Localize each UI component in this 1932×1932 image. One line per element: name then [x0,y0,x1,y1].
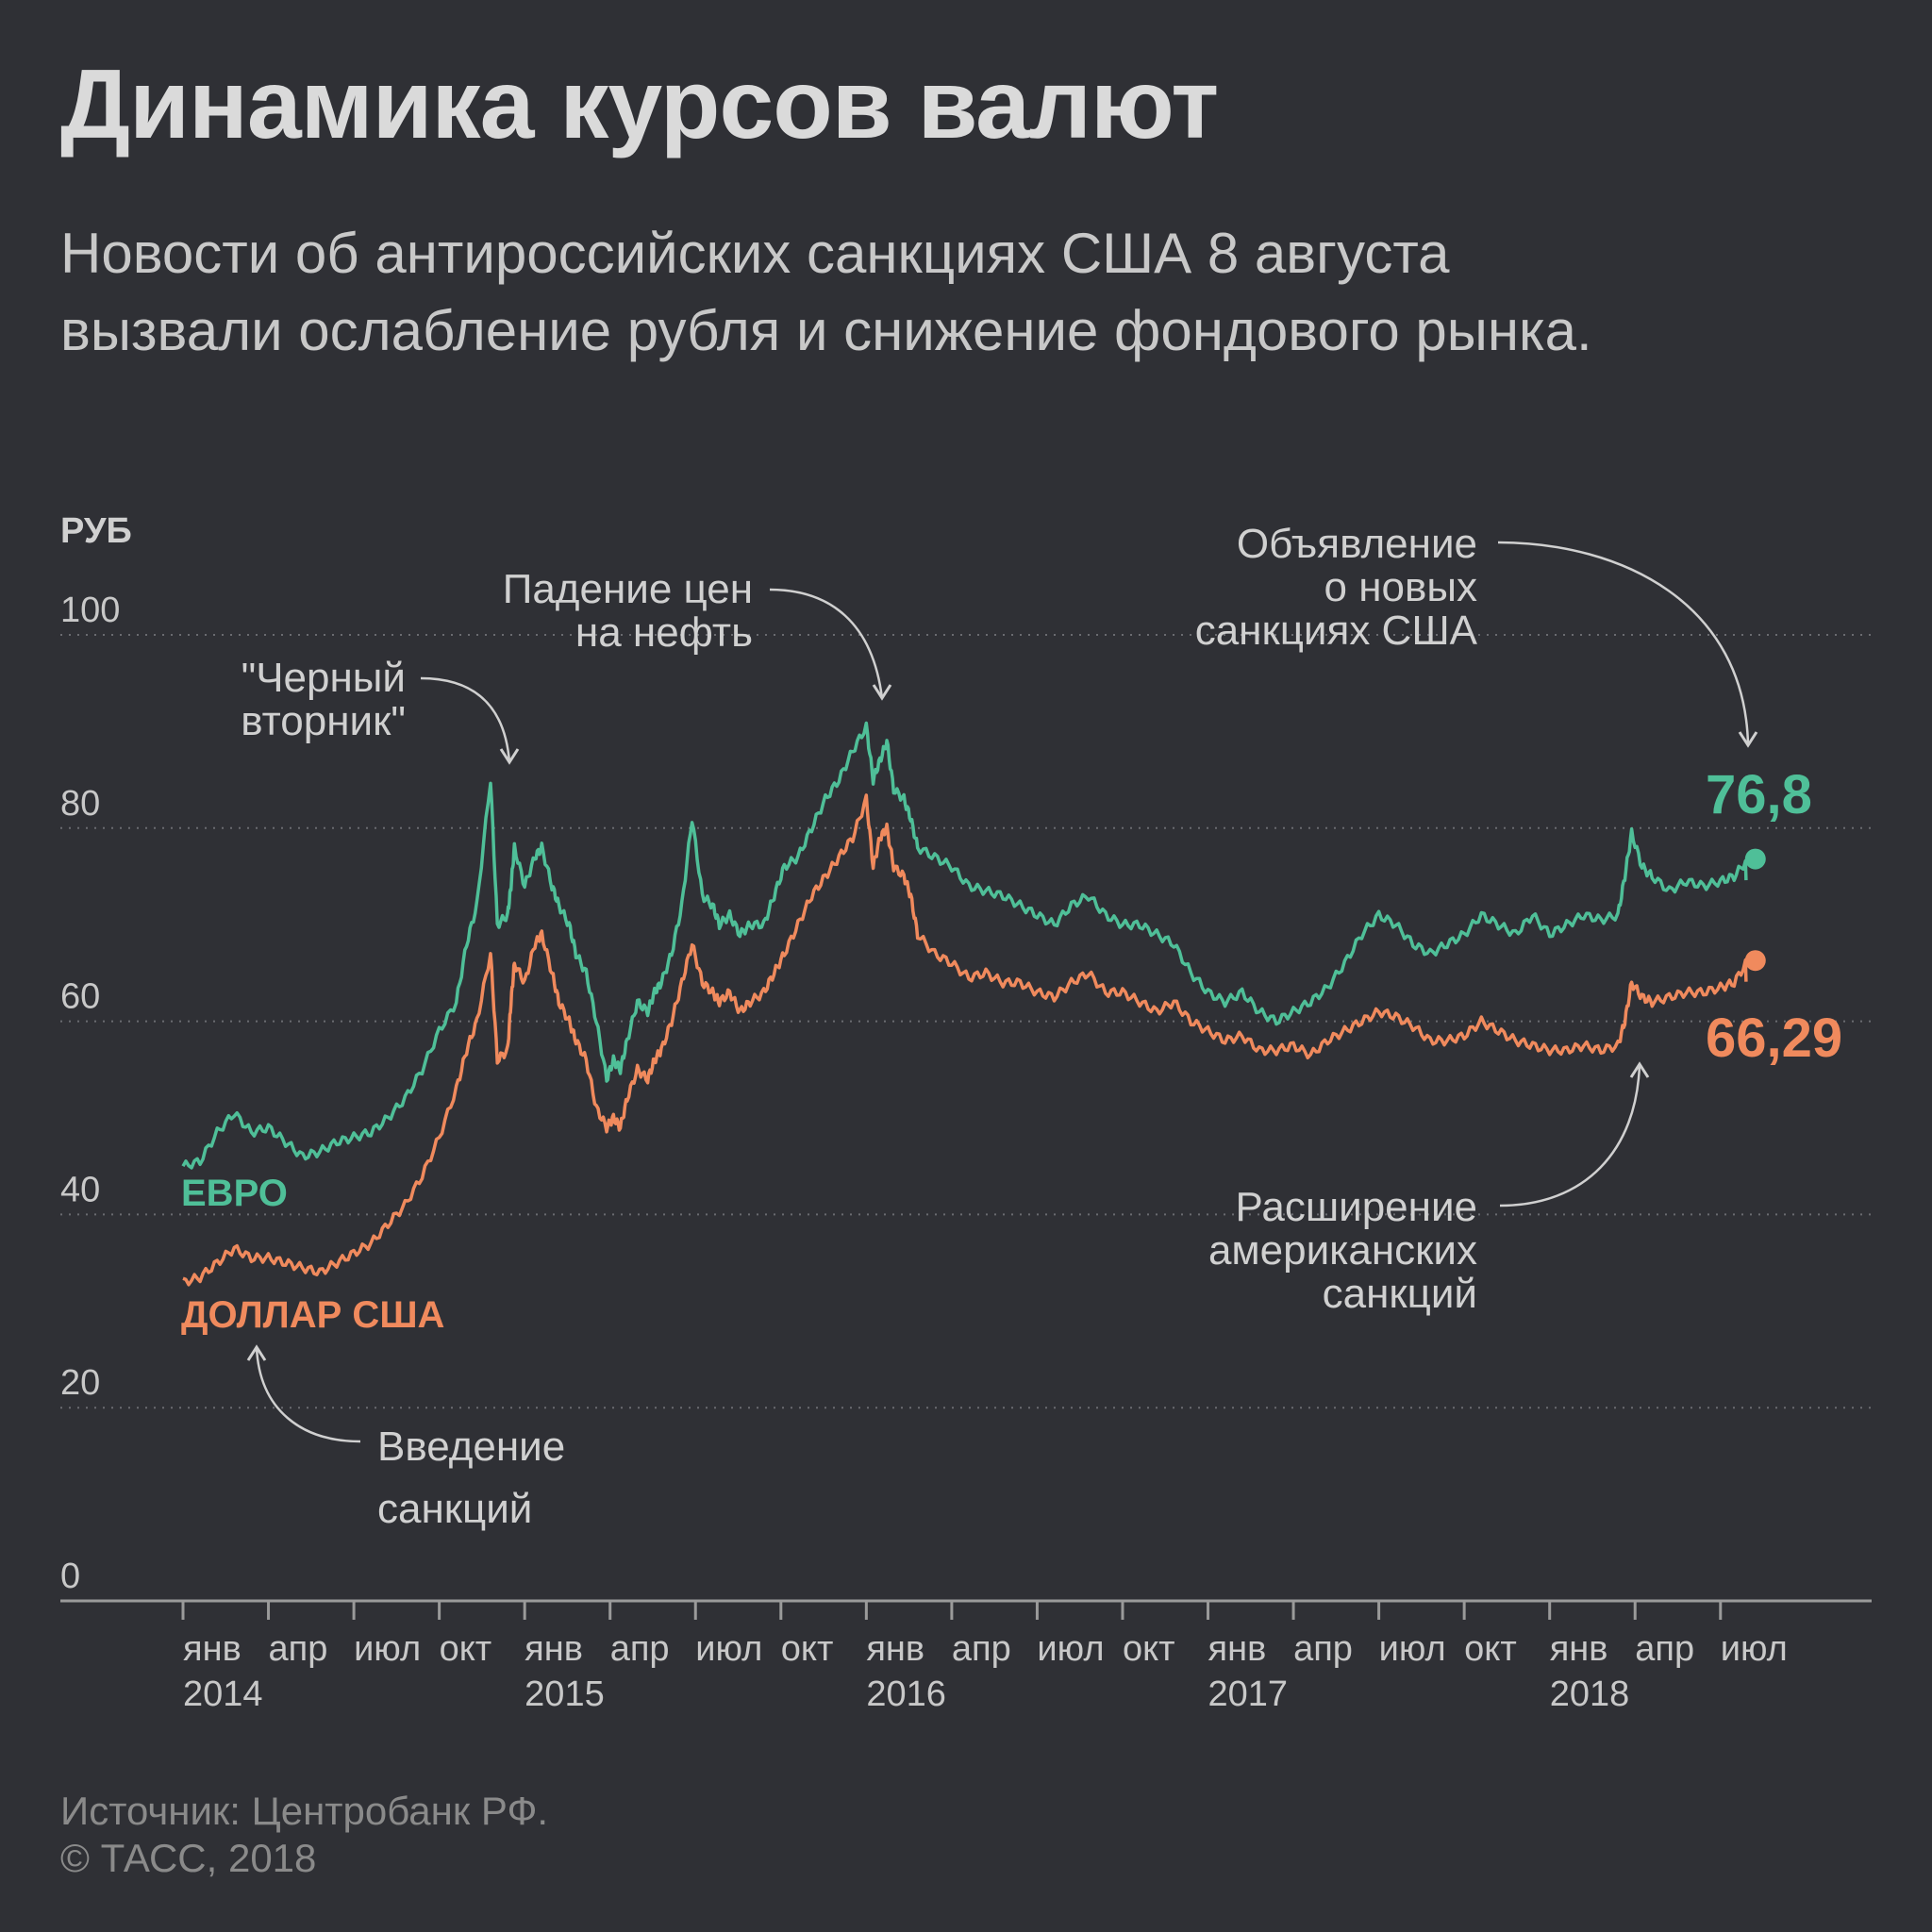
value-labels: 76,8 66,29 [1706,764,1842,1069]
annotation-oil-price-drop-line-0: Падение цен [503,566,753,612]
euro-last-value-label: 76,8 [1706,764,1812,825]
annotation-sanctions-intro: Введение санкций [246,1344,565,1532]
x-tick-label-13: апр [1293,1629,1353,1669]
x-tick-label-7: окт [781,1629,834,1669]
x-tick-label-14: июл [1379,1629,1446,1669]
x-axis: янв апр июл окт янв апр июл окт янв апр июл окт янв а… [60,1599,1872,1714]
x-tick-label-6: июл [695,1629,762,1669]
annotation-sanctions-intro-line-0: Введение [377,1424,565,1470]
x-tick-label-11: окт [1123,1629,1175,1669]
x-tick-label-12: янв [1208,1629,1267,1669]
annotation-sanctions-intro-arrowhead [246,1344,267,1361]
annotation-new-sanctions-arrow [1497,541,1750,746]
x-tick-label-4: янв [525,1629,583,1669]
x-tick-label-10: июл [1037,1629,1104,1669]
annotation-new-sanctions-line-2: санкциях США [1195,608,1478,654]
x-tick-label-1: апр [269,1629,328,1669]
y-tick-label-80: 80 [60,784,100,824]
source-note: Источник: Центробанк РФ. © ТАСС, 2018 [60,1788,548,1882]
y-tick-label-40: 40 [60,1170,100,1209]
annotation-sanctions-expansion-arrowhead [1629,1061,1650,1078]
y-tick-label-60: 60 [60,977,100,1017]
annotation-sanctions-expansion-line-2: санкций [1323,1271,1477,1317]
x-tick-label-3: окт [440,1629,492,1669]
annotation-black-tuesday-arrowhead [499,748,520,765]
annotation-sanctions-expansion-line-0: Расширение [1235,1184,1477,1230]
copyright-line: © ТАСС, 2018 [60,1836,317,1880]
y-tick-label-0: 0 [60,1557,80,1596]
chart-title: Динамика курсов валют [60,50,1219,159]
x-tick-label-16: янв [1550,1629,1608,1669]
annotation-sanctions-intro-arrow [255,1346,361,1443]
source-line: Источник: Центробанк РФ. [60,1789,549,1833]
x-tick-label-5: апр [610,1629,670,1669]
x-tick-label-15: окт [1464,1629,1517,1669]
year-label-2014: 2014 [183,1674,263,1714]
year-label-2018: 2018 [1550,1674,1630,1714]
series-line-usd [182,793,1748,1287]
series-end-point-euro [1744,848,1766,870]
series-line-euro [181,721,1748,1170]
x-tick-label-8: янв [866,1629,924,1669]
x-tick-label-2: июл [354,1629,421,1669]
y-tick-label-20: 20 [60,1363,100,1403]
annotation-new-sanctions-line-0: Объявление [1237,521,1477,567]
annotation-oil-price-drop-arrowhead [872,684,892,701]
annotation-oil-price-drop-arrow [769,588,884,699]
annotation-sanctions-intro-line-1: санкций [377,1486,532,1532]
subtitle-line-1: Новости об антироссийских санкциях США 8… [60,222,1450,285]
year-label-2016: 2016 [866,1674,946,1714]
x-tick-label-9: апр [952,1629,1011,1669]
legend-euro: ЕВРО [181,1173,288,1214]
annotation-black-tuesday-line-1: вторник" [241,698,406,744]
annotation-oil-price-drop-line-1: на нефть [575,609,753,656]
annotation-sanctions-expansion-arrow [1499,1063,1641,1208]
subtitle-line-2: вызвали ослабление рубля и снижение фонд… [60,299,1592,362]
grid [60,634,1872,1409]
year-label-2017: 2017 [1208,1674,1289,1714]
y-tick-label-100: 100 [60,591,120,630]
y-axis-label: РУБ [60,511,132,551]
annotation-black-tuesday-arrow [420,676,511,763]
year-label-2015: 2015 [525,1674,605,1714]
annotation-black-tuesday-line-0: "Черный [242,655,406,701]
series-layer [181,721,1766,1287]
annotation-sanctions-expansion-line-1: американских [1208,1227,1477,1274]
chart-subtitle: Новости об антироссийских санкциях США 8… [60,215,1900,370]
series-end-point-usd [1744,950,1766,972]
legend: ЕВРО ДОЛЛАР США [181,1173,444,1336]
annotation-new-sanctions-arrowhead [1738,731,1758,748]
x-tick-label-18: июл [1721,1629,1788,1669]
annotation-new-sanctions-line-1: о новых [1324,564,1477,610]
legend-usd: ДОЛЛАР США [181,1294,444,1336]
x-tick-label-17: апр [1635,1629,1694,1669]
usd-last-value-label: 66,29 [1706,1008,1842,1069]
y-axis: РУБ 0 20 40 60 80 100 [60,511,132,1596]
x-tick-label-0: янв [183,1629,242,1669]
